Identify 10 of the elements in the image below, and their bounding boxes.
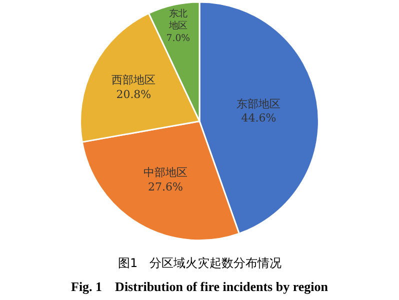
data-label: 7.0% — [166, 32, 190, 44]
data-label: 44.6% — [241, 112, 276, 125]
data-label: 27.6% — [148, 180, 183, 194]
slice-label: 中部地区 — [143, 166, 188, 179]
text: 图1 分区域火灾起数分布情况 — [118, 256, 282, 270]
slice-label: 西部地区 — [112, 73, 156, 86]
text: Fig. 1 Distribution of fire incidents by region — [71, 279, 329, 294]
slice-label: 东部地区 — [236, 97, 281, 110]
slice-label: 东北地区 — [168, 8, 188, 32]
data-label: 20.8% — [116, 88, 152, 101]
